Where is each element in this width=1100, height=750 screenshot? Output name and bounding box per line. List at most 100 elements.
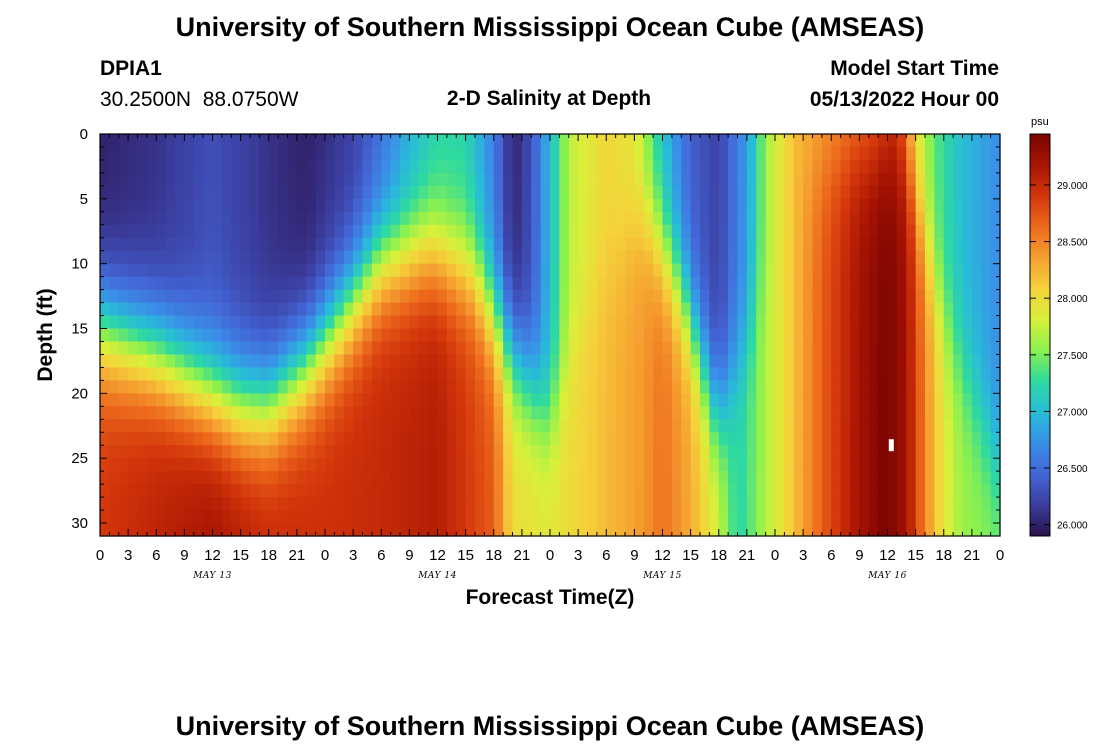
heatmap-cell — [343, 276, 354, 291]
heatmap-cell — [296, 315, 307, 330]
heatmap-cell — [371, 263, 382, 278]
heatmap-cell — [681, 380, 692, 394]
heatmap-cell — [971, 497, 982, 511]
heatmap-cell — [381, 419, 392, 433]
heatmap-cell — [840, 497, 851, 511]
heatmap-cell — [803, 406, 814, 420]
heatmap-cell — [184, 419, 195, 433]
heatmap-cell — [943, 250, 954, 265]
heatmap-cell — [953, 341, 964, 356]
heatmap-cell — [831, 185, 842, 200]
heatmap-cell — [118, 354, 129, 369]
heatmap-cell — [906, 445, 917, 459]
heatmap-cell — [475, 302, 485, 317]
heatmap-cell — [250, 380, 260, 394]
heatmap-cell — [606, 185, 617, 200]
heatmap-cell — [681, 328, 692, 343]
heatmap-cell — [193, 198, 204, 213]
heatmap-cell — [268, 134, 279, 148]
heatmap-cell — [306, 172, 317, 187]
heatmap-cell — [587, 354, 598, 369]
colorbar-tick-label: 27.000 — [1057, 407, 1088, 418]
heatmap-cell — [859, 419, 870, 433]
heatmap-cell — [615, 250, 626, 265]
heatmap-cell — [887, 523, 898, 537]
heatmap-cell — [653, 510, 664, 524]
heatmap-cell — [418, 224, 429, 239]
heatmap-cell — [587, 134, 598, 148]
heatmap-cell — [521, 432, 532, 446]
heatmap-cell — [943, 341, 954, 356]
heatmap-cell — [559, 523, 570, 537]
heatmap-cell — [971, 289, 982, 304]
heatmap-cell — [728, 237, 739, 252]
heatmap-cell — [100, 510, 110, 524]
heatmap-cell — [943, 315, 954, 330]
heatmap-cell — [371, 341, 382, 356]
heatmap-cell — [568, 341, 579, 356]
heatmap-cell — [437, 159, 448, 174]
heatmap-cell — [643, 523, 654, 537]
heatmap-cell — [671, 341, 682, 356]
heatmap-cell — [540, 354, 551, 369]
heatmap-cell — [175, 445, 185, 459]
x-tick-label: 6 — [602, 547, 610, 564]
heatmap-cell — [962, 237, 973, 252]
heatmap-cell — [550, 289, 560, 304]
heatmap-cell — [259, 134, 270, 148]
heatmap-cell — [840, 134, 851, 148]
heatmap-cell — [100, 250, 110, 265]
heatmap-cell — [746, 146, 757, 161]
heatmap-cell — [287, 380, 298, 394]
heatmap-cell — [287, 250, 298, 265]
heatmap-cell — [737, 458, 748, 472]
heatmap-cell — [418, 367, 429, 381]
heatmap-cell — [325, 380, 335, 394]
heatmap-cell — [756, 159, 767, 174]
heatmap-cell — [681, 237, 692, 252]
heatmap-cell — [746, 354, 757, 369]
heatmap-cell — [887, 237, 898, 252]
heatmap-cell — [756, 134, 767, 148]
heatmap-cell — [371, 445, 382, 459]
heatmap-cell — [493, 497, 504, 511]
heatmap-cell — [606, 380, 617, 394]
heatmap-cell — [681, 302, 692, 317]
heatmap-cell — [653, 432, 664, 446]
heatmap-cell — [221, 134, 232, 148]
heatmap-cell — [643, 393, 654, 407]
heatmap-cell — [578, 328, 589, 343]
x-tick-label: 3 — [574, 547, 582, 564]
heatmap-cell — [859, 250, 870, 265]
heatmap-cell — [915, 172, 926, 187]
heatmap-cell — [343, 224, 354, 239]
heatmap-cell — [390, 276, 401, 291]
heatmap-cell — [259, 432, 270, 446]
heatmap-cell — [568, 406, 579, 420]
heatmap-cell — [381, 393, 392, 407]
heatmap-cell — [596, 263, 607, 278]
heatmap-cell — [381, 185, 392, 200]
heatmap-cell — [812, 458, 823, 472]
heatmap-cell — [606, 419, 617, 433]
heatmap-cell — [578, 341, 589, 356]
heatmap-cell — [268, 354, 279, 369]
heatmap-cell — [100, 419, 110, 433]
heatmap-cell — [353, 367, 364, 381]
heatmap-cell — [962, 185, 973, 200]
heatmap-cell — [925, 185, 935, 200]
heatmap-cell — [681, 198, 692, 213]
heatmap-cell — [615, 458, 626, 472]
heatmap-cell — [240, 471, 251, 485]
heatmap-cell — [943, 458, 954, 472]
heatmap-cell — [268, 250, 279, 265]
heatmap-cell — [109, 354, 120, 369]
heatmap-cell — [493, 510, 504, 524]
heatmap-cell — [681, 250, 692, 265]
heatmap-cell — [109, 289, 120, 304]
heatmap-cell — [146, 134, 157, 148]
heatmap-cell — [156, 198, 167, 213]
heatmap-cell — [700, 419, 710, 433]
heatmap-cell — [971, 146, 982, 161]
heatmap-cell — [803, 484, 814, 498]
